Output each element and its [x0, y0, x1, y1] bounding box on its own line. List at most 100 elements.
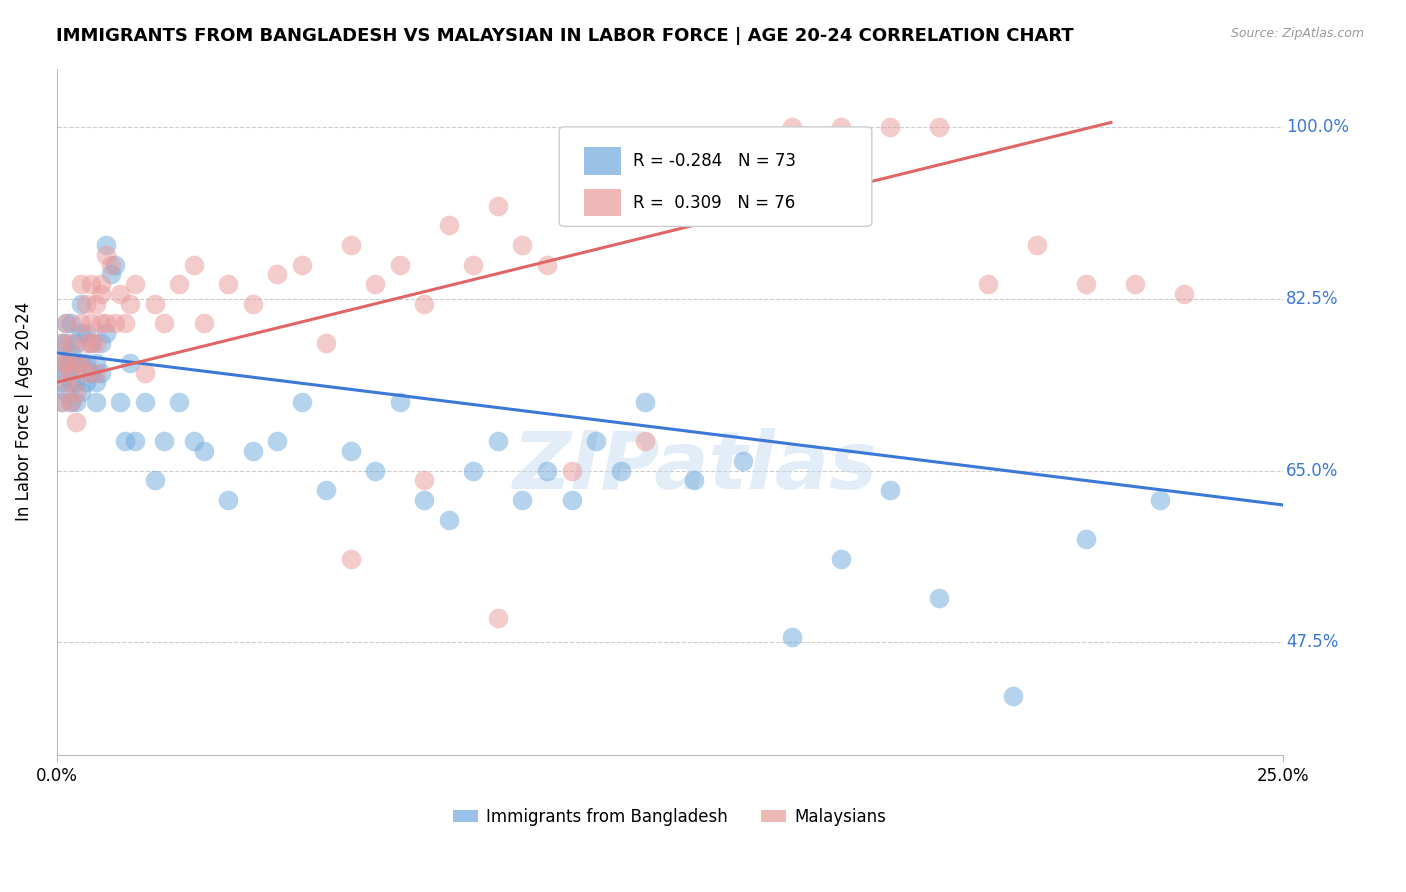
Point [486, 610, 509, 624]
Point [65, 415, 87, 429]
Point [94, 248, 117, 262]
Point [51, 395, 73, 409]
Point [114, 317, 136, 331]
Point [65, 385, 87, 400]
Legend: Immigrants from Bangladesh, Malaysians: Immigrants from Bangladesh, Malaysians [446, 801, 893, 832]
Text: R =  0.309   N = 76: R = 0.309 N = 76 [633, 194, 794, 211]
Point [167, 395, 190, 409]
Point [100, 268, 122, 282]
Point [60, 395, 83, 409]
Point [560, 493, 582, 508]
Point [84, 395, 107, 409]
Point [55, 317, 77, 331]
Point [55, 376, 77, 390]
Point [183, 434, 205, 449]
Point [55, 336, 77, 351]
Point [340, 551, 363, 566]
Point [977, 277, 1000, 292]
Point [120, 297, 142, 311]
Point [143, 474, 166, 488]
Point [110, 395, 132, 409]
Point [486, 434, 509, 449]
Point [80, 277, 103, 292]
Point [242, 297, 264, 311]
Point [1149, 493, 1171, 508]
Point [60, 346, 83, 360]
Point [104, 317, 127, 331]
Point [512, 493, 534, 508]
Point [134, 395, 156, 409]
Point [413, 493, 436, 508]
Text: 82.5%: 82.5% [1286, 290, 1339, 308]
FancyBboxPatch shape [583, 189, 620, 216]
Point [1076, 533, 1098, 547]
Point [1173, 287, 1195, 301]
Point [609, 464, 631, 478]
Point [84, 297, 107, 311]
Point [60, 366, 83, 380]
Point [80, 336, 103, 351]
Point [291, 258, 314, 272]
Point [65, 395, 87, 409]
Point [60, 356, 83, 370]
Point [413, 474, 436, 488]
Point [94, 317, 117, 331]
Point [733, 454, 755, 468]
Point [780, 120, 803, 135]
Point [90, 336, 112, 351]
Point [124, 277, 146, 292]
Point [266, 268, 288, 282]
Point [84, 336, 107, 351]
Point [463, 258, 485, 272]
Point [110, 287, 132, 301]
Point [928, 591, 950, 605]
Point [90, 277, 112, 292]
Point [683, 474, 706, 488]
Point [315, 483, 337, 498]
Point [70, 356, 93, 370]
Point [75, 366, 97, 380]
Point [437, 219, 460, 233]
Point [134, 366, 156, 380]
Point [536, 258, 558, 272]
Point [80, 317, 103, 331]
Point [55, 317, 77, 331]
Point [70, 385, 93, 400]
Point [84, 366, 107, 380]
Y-axis label: In Labor Force | Age 20-24: In Labor Force | Age 20-24 [15, 302, 32, 521]
Point [413, 297, 436, 311]
Point [55, 366, 77, 380]
Point [609, 199, 631, 213]
Point [94, 238, 117, 252]
Point [75, 356, 97, 370]
Point [84, 356, 107, 370]
Point [84, 376, 107, 390]
Point [560, 464, 582, 478]
Point [153, 434, 176, 449]
Point [364, 277, 387, 292]
Point [51, 336, 73, 351]
Point [340, 444, 363, 458]
Point [1001, 689, 1024, 703]
Point [104, 258, 127, 272]
Point [55, 356, 77, 370]
Point [100, 258, 122, 272]
Point [183, 258, 205, 272]
Text: IMMIGRANTS FROM BANGLADESH VS MALAYSIAN IN LABOR FORCE | AGE 20-24 CORRELATION C: IMMIGRANTS FROM BANGLADESH VS MALAYSIAN … [56, 27, 1074, 45]
Point [70, 277, 93, 292]
Point [114, 434, 136, 449]
Point [512, 238, 534, 252]
Point [143, 297, 166, 311]
Point [217, 493, 239, 508]
Point [291, 395, 314, 409]
Point [463, 464, 485, 478]
Point [70, 326, 93, 341]
Point [733, 150, 755, 164]
Point [585, 434, 607, 449]
FancyBboxPatch shape [583, 147, 620, 175]
Point [1076, 277, 1098, 292]
Point [51, 356, 73, 370]
Point [658, 140, 681, 154]
Point [634, 160, 657, 174]
Point [65, 356, 87, 370]
